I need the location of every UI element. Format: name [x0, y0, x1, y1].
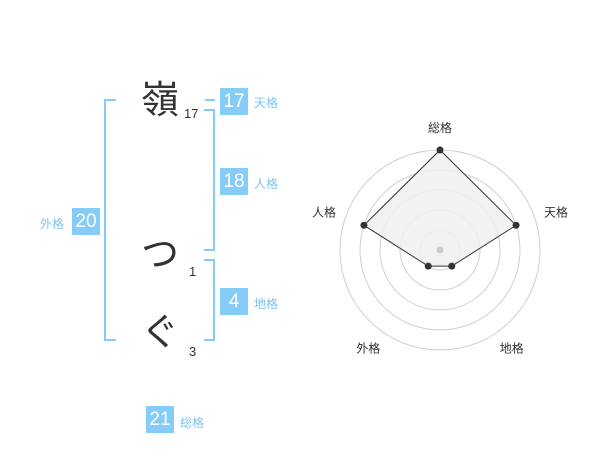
tenkaku-bracket	[205, 99, 215, 101]
name-char-1: 嶺	[140, 78, 179, 122]
chikaku-bracket	[204, 259, 215, 341]
stroke-count-3: 3	[189, 344, 197, 359]
radar-axis-label: 総格	[428, 120, 452, 135]
radar-axis-label: 人格	[312, 204, 336, 219]
chikaku-label: 地格	[254, 297, 279, 311]
radar-axis-label: 天格	[544, 204, 568, 219]
radar-point	[448, 262, 456, 270]
tenkaku-label: 天格	[254, 96, 279, 110]
stroke-count-1: 17	[184, 106, 199, 121]
jinkaku-value: 18	[220, 168, 248, 195]
jinkaku-label: 人格	[254, 177, 279, 191]
radar-area	[363, 149, 517, 267]
chikaku-value: 4	[220, 288, 248, 315]
tenkaku-value: 17	[220, 88, 248, 115]
radar-center	[436, 246, 444, 254]
gaikaku-bracket	[104, 99, 116, 341]
gaikaku-label: 外格	[40, 217, 65, 231]
soukaku-label: 総格	[180, 416, 205, 430]
gaikaku-value: 20	[72, 208, 100, 235]
name-char-3: ぐ	[140, 310, 179, 354]
stroke-count-2: 1	[189, 264, 197, 279]
radar-axis-label: 地格	[500, 341, 524, 356]
jinkaku-bracket	[204, 109, 215, 251]
radar-point	[512, 221, 520, 229]
radar-point	[436, 146, 444, 154]
radar-axis-label: 外格	[356, 341, 380, 356]
radar-point	[360, 221, 368, 229]
soukaku-value: 21	[146, 406, 174, 433]
name-char-2: つ	[140, 232, 179, 276]
radar-point	[424, 262, 432, 270]
